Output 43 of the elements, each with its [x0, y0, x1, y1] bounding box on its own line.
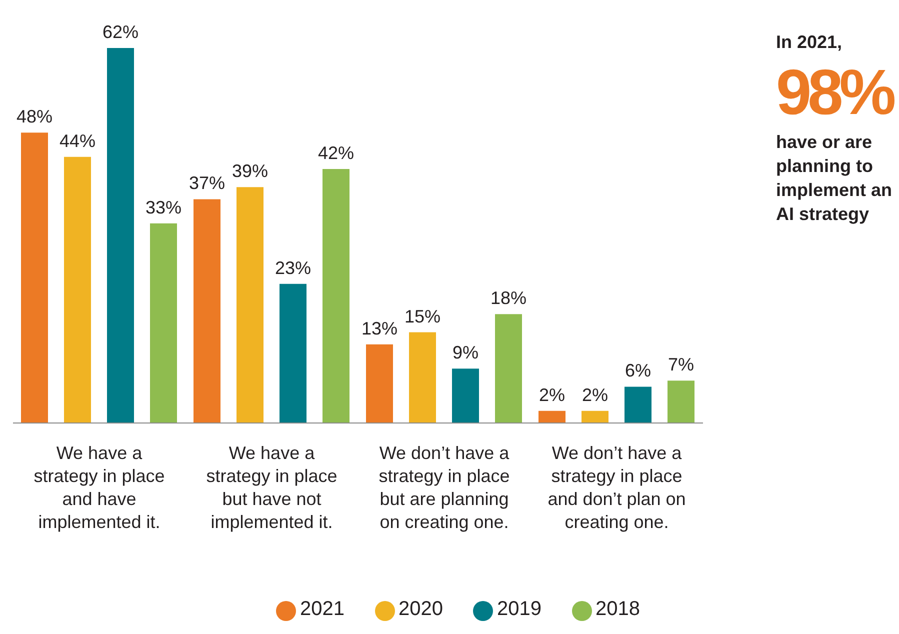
bar: [495, 314, 522, 423]
legend-label: 2018: [596, 598, 640, 620]
data-label: 2%: [538, 384, 566, 405]
data-label: 33%: [145, 197, 182, 218]
data-label: 23%: [274, 258, 312, 278]
bar: [236, 187, 264, 423]
data-label: 39%: [232, 161, 268, 182]
legend-label: 2020: [398, 598, 443, 620]
x-tick-label: We have a strategy in place and have implemented it.: [34, 443, 165, 532]
bar: [64, 156, 91, 423]
bar: [150, 223, 177, 423]
bar: [668, 380, 694, 423]
text: 98%: [776, 55, 894, 130]
bar: [409, 332, 436, 423]
legend-label: 2019: [497, 598, 542, 620]
data-label: 15%: [404, 306, 441, 326]
data-label: 6%: [624, 360, 652, 381]
data-label: 62%: [102, 22, 139, 42]
data-label: 42%: [318, 142, 354, 163]
x-tick-label: We don’t have a strategy in place but are planning on creating one.: [378, 443, 510, 532]
data-label: 37%: [188, 173, 226, 194]
bar: [538, 410, 566, 423]
data-label: 7%: [668, 354, 694, 375]
bar: [21, 132, 48, 423]
data-label: 44%: [59, 130, 96, 151]
data-label: 13%: [361, 318, 398, 338]
x-tick-label: We don’t have a strategy in place and don’t plan on creating one.: [548, 443, 686, 532]
bar: [582, 410, 608, 423]
bar: [366, 344, 393, 423]
bar: [624, 386, 652, 423]
bar: [322, 168, 350, 423]
legend-label: 2021: [300, 598, 344, 620]
text: In 2021,: [776, 31, 844, 54]
data-label: 18%: [490, 288, 527, 308]
x-tick-label: We have a strategy in place but have not implemented it.: [206, 443, 338, 532]
text: have or are planning to implement an AI strategy: [776, 131, 894, 226]
bar: [107, 48, 134, 423]
bar: [280, 284, 306, 423]
bar: [194, 199, 220, 423]
bar: [452, 368, 479, 423]
data-label: 9%: [452, 342, 479, 363]
data-label: 2%: [582, 384, 608, 405]
data-label: 48%: [16, 106, 53, 127]
